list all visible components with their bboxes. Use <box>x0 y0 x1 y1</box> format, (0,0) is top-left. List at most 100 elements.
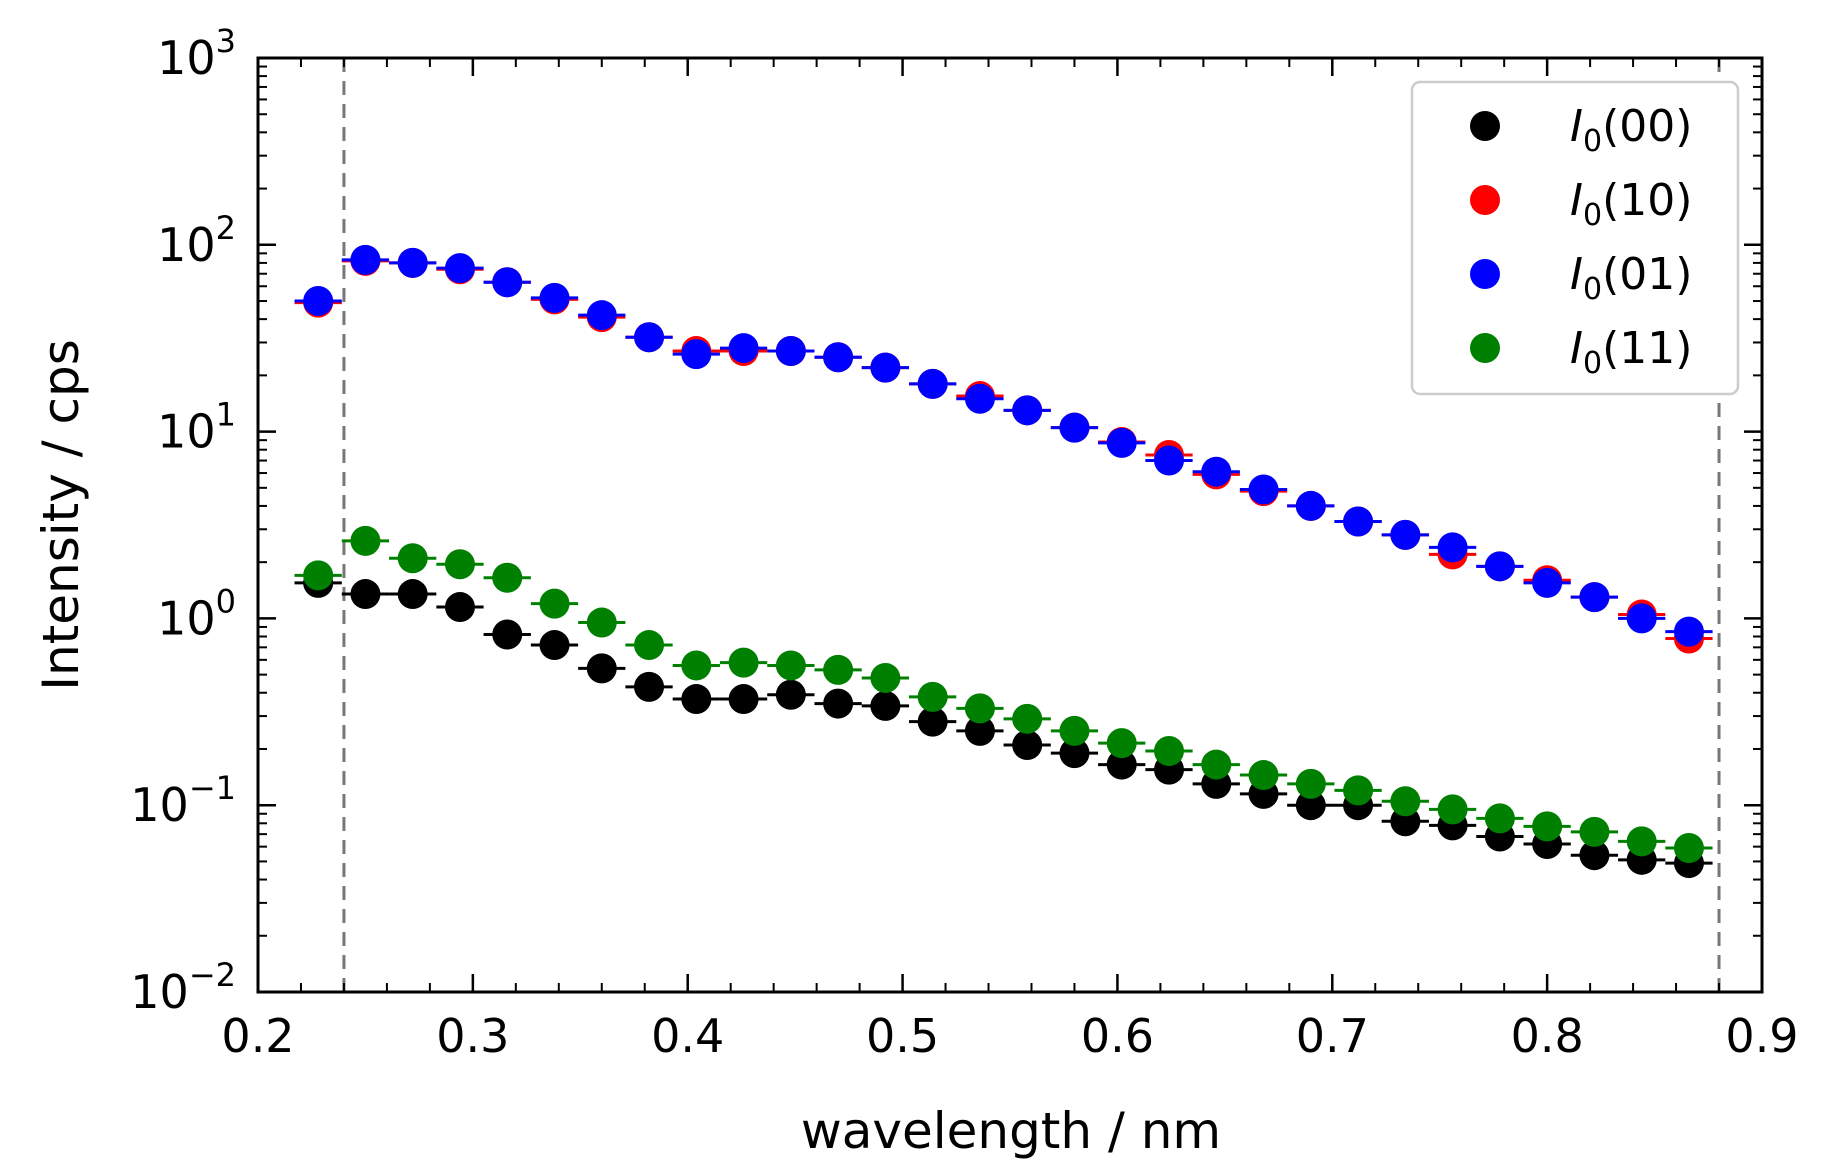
point-s3-p16 <box>1059 715 1090 746</box>
point-s0-p2 <box>397 579 428 610</box>
point-s0-p6 <box>586 653 617 684</box>
point-s0-p27 <box>1579 840 1610 871</box>
y-tick-label-0: 10−2 <box>130 956 236 1019</box>
x-tick-label-6: 0.8 <box>1511 1009 1584 1063</box>
point-s0-p21 <box>1295 790 1326 821</box>
point-s3-p15 <box>1012 703 1043 734</box>
point-s3-p23 <box>1390 786 1421 817</box>
point-s3-p21 <box>1295 768 1326 799</box>
point-s3-p2 <box>397 543 428 574</box>
point-s3-p5 <box>539 588 570 619</box>
point-s3-p18 <box>1153 736 1184 767</box>
point-s2-p11 <box>823 342 854 373</box>
point-s3-p7 <box>634 630 665 661</box>
point-s2-p17 <box>1106 427 1137 458</box>
point-s2-p27 <box>1579 582 1610 613</box>
point-s3-p19 <box>1201 749 1232 780</box>
tick-marks <box>256 56 1764 994</box>
legend-label-3: I0(11) <box>1570 323 1692 381</box>
point-s2-p18 <box>1153 445 1184 476</box>
point-s2-p20 <box>1248 474 1279 505</box>
point-s2-p3 <box>444 253 475 284</box>
data-points <box>303 244 1704 879</box>
point-s3-p12 <box>870 662 901 693</box>
legend: I0(00) I0(10) I0(01) I0(11) <box>1410 80 1740 396</box>
legend-marker-3 <box>1470 333 1500 363</box>
point-s0-p1 <box>350 579 381 610</box>
point-s3-p27 <box>1579 816 1610 847</box>
point-s0-p11 <box>823 688 854 719</box>
x-tick-label-2: 0.4 <box>651 1009 724 1063</box>
point-s0-p4 <box>492 619 523 650</box>
legend-marker-0 <box>1470 111 1500 141</box>
y-axis-label: Intensity / cps <box>32 339 90 691</box>
x-tick-label-3: 0.5 <box>866 1009 939 1063</box>
point-s3-p10 <box>775 650 806 681</box>
point-s2-p10 <box>775 336 806 367</box>
point-s2-p4 <box>492 267 523 298</box>
point-s2-p21 <box>1295 490 1326 521</box>
y-tick-label-5: 103 <box>157 22 236 85</box>
x-tick-labels: 0.2 0.3 0.4 0.5 0.6 0.7 0.8 0.9 <box>221 1009 1798 1063</box>
point-s2-p19 <box>1201 456 1232 487</box>
point-s2-p15 <box>1012 395 1043 426</box>
point-s2-p28 <box>1626 603 1657 634</box>
y-tick-labels: 10−2 10−1 100 101 102 103 <box>130 22 236 1019</box>
point-s2-p25 <box>1484 551 1515 582</box>
y-tick-label-1: 10−1 <box>130 769 236 832</box>
point-s2-p0 <box>303 286 334 317</box>
point-s2-p22 <box>1343 506 1374 537</box>
y-tick-label-2: 100 <box>157 582 236 645</box>
legend-label-1: I0(10) <box>1570 175 1692 233</box>
point-s2-p26 <box>1532 567 1563 598</box>
point-s0-p5 <box>539 630 570 661</box>
point-s2-p1 <box>350 244 381 275</box>
x-tick-label-5: 0.7 <box>1296 1009 1369 1063</box>
point-s0-p9 <box>728 684 759 715</box>
point-s2-p5 <box>539 282 570 313</box>
plot-frame <box>256 56 1764 994</box>
point-s3-p3 <box>444 549 475 580</box>
point-s3-p14 <box>964 693 995 724</box>
point-s0-p7 <box>634 671 665 702</box>
point-s0-p15 <box>1012 730 1043 761</box>
legend-marker-1 <box>1470 185 1500 215</box>
point-s3-p6 <box>586 607 617 638</box>
point-s0-p12 <box>870 690 901 721</box>
point-s0-p8 <box>681 684 712 715</box>
legend-marker-2 <box>1470 259 1500 289</box>
x-axis-label: wavelength / nm <box>801 1102 1221 1160</box>
point-s3-p22 <box>1343 775 1374 806</box>
y-tick-label-4: 102 <box>157 209 236 272</box>
point-s3-p20 <box>1248 760 1279 791</box>
point-s2-p9 <box>728 333 759 364</box>
point-s3-p8 <box>681 650 712 681</box>
reference-lines <box>342 58 1721 992</box>
point-s2-p23 <box>1390 519 1421 550</box>
point-s2-p13 <box>917 368 948 399</box>
legend-box <box>1410 80 1740 396</box>
point-s2-p7 <box>634 322 665 353</box>
y-tick-label-3: 101 <box>157 396 236 459</box>
point-s0-p13 <box>917 706 948 737</box>
point-s3-p28 <box>1626 826 1657 857</box>
point-s2-p16 <box>1059 412 1090 443</box>
point-s3-p17 <box>1106 728 1137 759</box>
point-s0-p14 <box>964 715 995 746</box>
axes <box>256 56 1764 994</box>
point-s2-p29 <box>1673 616 1704 647</box>
point-s2-p24 <box>1437 532 1468 563</box>
x-tick-label-7: 0.9 <box>1725 1009 1798 1063</box>
x-tick-label-0: 0.2 <box>221 1009 294 1063</box>
point-s0-p17 <box>1106 749 1137 780</box>
point-s3-p11 <box>823 654 854 685</box>
point-s2-p8 <box>681 339 712 370</box>
point-s3-p13 <box>917 681 948 712</box>
point-s0-p16 <box>1059 738 1090 769</box>
point-s3-p4 <box>492 562 523 593</box>
point-s3-p25 <box>1484 803 1515 834</box>
point-s3-p29 <box>1673 833 1704 864</box>
x-tick-label-1: 0.3 <box>436 1009 509 1063</box>
legend-label-2: I0(01) <box>1570 249 1692 307</box>
